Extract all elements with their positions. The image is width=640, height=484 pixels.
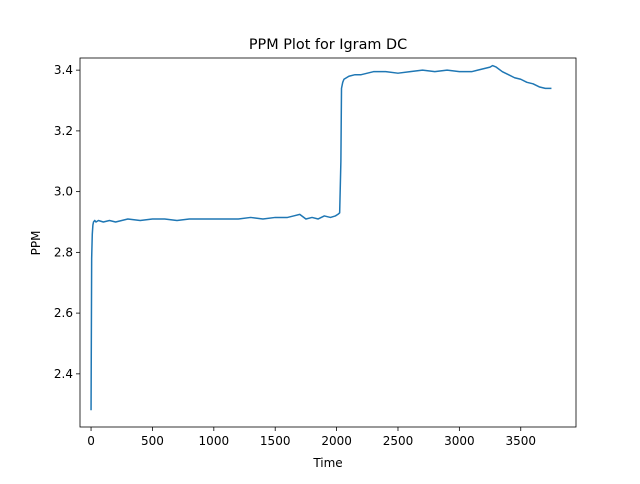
x-tick-label: 0 — [87, 434, 95, 448]
axes-frame — [79, 57, 577, 428]
x-tick-label: 1500 — [260, 434, 291, 448]
x-axis: 0 500 1000 1500 2000 2500 3000 3500 — [87, 427, 536, 448]
y-tick-label: 2.6 — [54, 306, 73, 320]
chart-title: PPM Plot for Igram DC — [249, 37, 407, 53]
y-tick-label: 3.2 — [54, 124, 73, 138]
series-line-ppm — [90, 64, 552, 411]
x-axis-label: Time — [312, 456, 342, 470]
plot-area — [79, 57, 577, 428]
x-tick-label: 2000 — [321, 434, 352, 448]
y-tick-label: 2.8 — [54, 245, 73, 259]
y-tick-label: 2.4 — [54, 367, 73, 381]
x-tick-label: 3500 — [505, 434, 536, 448]
x-tick-label: 2500 — [383, 434, 414, 448]
y-tick-label: 3.0 — [54, 185, 73, 199]
y-tick-label: 3.4 — [54, 63, 73, 77]
x-tick-label: 1000 — [199, 434, 230, 448]
y-axis: 2.4 2.6 2.8 3.0 3.2 3.4 — [54, 63, 80, 381]
y-axis-label: PPM — [29, 231, 43, 256]
x-tick-label: 500 — [141, 434, 164, 448]
x-tick-label: 3000 — [444, 434, 475, 448]
